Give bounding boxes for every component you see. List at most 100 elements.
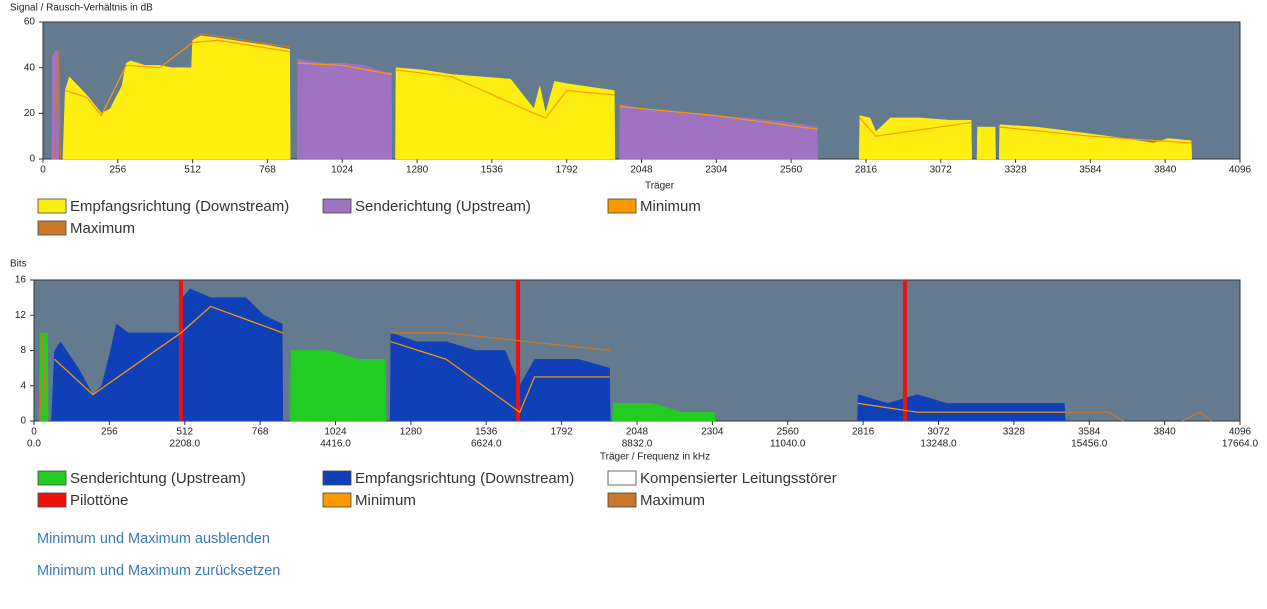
legend-label: Maximum <box>70 220 135 237</box>
x-axis-label: Träger / Frequenz in kHz <box>600 452 710 463</box>
y-tick-label: 0 <box>20 416 26 427</box>
area <box>612 403 716 422</box>
legend-label: Kompensierter Leitungsstörer <box>640 470 837 487</box>
legend-swatch <box>322 492 352 508</box>
legend-label: Pilottöne <box>70 492 128 509</box>
y-axis-label: Signal / Rausch-Verhältnis in dB <box>10 3 153 14</box>
line <box>390 332 611 352</box>
x2-tick-label: 13248.0 <box>920 439 957 450</box>
x-tick-label: 3584 <box>1078 427 1101 438</box>
y-tick-label: 16 <box>15 275 27 286</box>
line <box>395 69 615 119</box>
legend-label: Minimum <box>640 198 701 215</box>
line <box>1065 411 1124 422</box>
x-tick-label: 1024 <box>331 165 354 176</box>
x-tick-label: 3840 <box>1154 427 1177 438</box>
x2-tick-label: 0.0 <box>27 439 41 450</box>
legend-label: Empfangsrichtung (Downstream) <box>70 198 289 215</box>
area <box>976 126 996 160</box>
y-tick-label: 0 <box>29 154 35 165</box>
legend-label: Senderichtung (Upstream) <box>355 198 531 215</box>
legend-swatch <box>37 492 67 508</box>
line <box>54 305 284 396</box>
area <box>296 58 393 160</box>
area <box>998 124 1193 160</box>
legend-label: Maximum <box>640 492 705 509</box>
area <box>51 288 284 422</box>
line <box>1182 411 1213 422</box>
area <box>290 350 387 422</box>
x-tick-label: 4096 <box>1229 427 1252 438</box>
x2-tick-label: 15456.0 <box>1071 439 1108 450</box>
y-tick-label: 20 <box>24 108 36 119</box>
x-tick-label: 1792 <box>556 165 579 176</box>
x-axis-label: Träger <box>645 181 675 192</box>
y-tick-label: 40 <box>24 62 36 73</box>
x-tick-label: 4096 <box>1229 165 1252 176</box>
legend-swatch <box>607 492 637 508</box>
area <box>62 35 291 160</box>
pilot-tone <box>902 280 907 421</box>
x-tick-label: 2304 <box>705 165 728 176</box>
x-tick-label: 2816 <box>852 427 875 438</box>
x-tick-label: 3072 <box>927 427 950 438</box>
legend-swatch <box>322 198 352 214</box>
x-tick-label: 768 <box>259 165 276 176</box>
x-tick-label: 1280 <box>400 427 423 438</box>
pilot-tone <box>178 280 183 421</box>
x-tick-label: 512 <box>176 427 193 438</box>
x-tick-label: 1536 <box>475 427 498 438</box>
y-axis-label: Bits <box>10 259 27 270</box>
legend-swatch <box>37 470 67 486</box>
x-tick-label: 3328 <box>1004 165 1027 176</box>
x2-tick-label: 6624.0 <box>471 439 502 450</box>
legend-label: Minimum <box>355 492 416 509</box>
x-tick-label: 2048 <box>626 427 649 438</box>
legend-swatch <box>37 220 67 236</box>
legend-swatch <box>322 470 352 486</box>
line <box>390 341 611 414</box>
y-tick-label: 4 <box>20 380 26 391</box>
x-tick-label: 1792 <box>551 427 574 438</box>
x-tick-label: 3328 <box>1003 427 1026 438</box>
line <box>999 126 1192 144</box>
y-tick-label: 8 <box>20 345 26 356</box>
x-tick-label: 1024 <box>324 427 347 438</box>
legend-swatch <box>607 198 637 214</box>
legend-label: Senderichtung (Upstream) <box>70 470 246 487</box>
x-tick-label: 3840 <box>1154 165 1177 176</box>
x-tick-label: 1280 <box>406 165 429 176</box>
line <box>297 62 393 76</box>
hide-minmax-link[interactable]: Minimum und Maximum ausblenden <box>37 531 270 547</box>
x2-tick-label: 4416.0 <box>320 439 351 450</box>
area <box>395 67 616 160</box>
line <box>859 117 972 137</box>
legend-swatch <box>37 198 67 214</box>
x-tick-label: 3072 <box>930 165 953 176</box>
area <box>619 103 818 160</box>
line <box>54 49 62 160</box>
x-tick-label: 256 <box>109 165 126 176</box>
x-tick-label: 0 <box>31 427 37 438</box>
x-tick-label: 512 <box>184 165 201 176</box>
x-tick-label: 2304 <box>701 427 724 438</box>
legend-label: Empfangsrichtung (Downstream) <box>355 470 574 487</box>
y-tick-label: 12 <box>15 310 27 321</box>
line <box>65 39 291 117</box>
reset-minmax-link[interactable]: Minimum und Maximum zurücksetzen <box>37 563 280 579</box>
line <box>858 402 1066 413</box>
x2-tick-label: 2208.0 <box>169 439 200 450</box>
legend-swatch <box>607 470 637 486</box>
x2-tick-label: 11040.0 <box>770 439 806 450</box>
x-tick-label: 2816 <box>855 165 878 176</box>
x-tick-label: 2560 <box>780 165 803 176</box>
x2-tick-label: 17664.0 <box>1222 439 1259 450</box>
line <box>192 32 291 48</box>
x-tick-label: 2048 <box>630 165 653 176</box>
x2-tick-label: 8832.0 <box>622 439 653 450</box>
line <box>39 332 47 422</box>
pilot-tone <box>516 280 521 421</box>
x-tick-label: 256 <box>101 427 118 438</box>
x-tick-label: 0 <box>40 165 46 176</box>
